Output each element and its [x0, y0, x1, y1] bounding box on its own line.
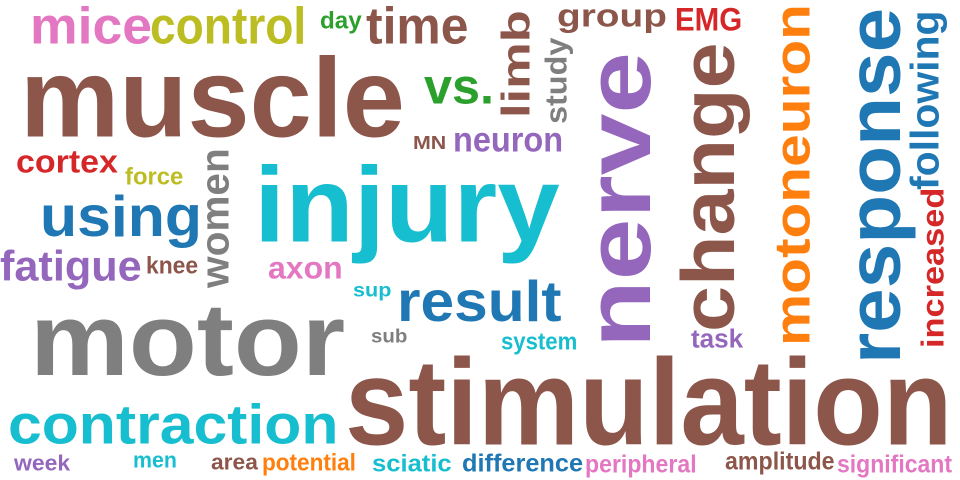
- word-contraction: contraction: [8, 393, 339, 456]
- word-sub: sub: [371, 324, 408, 347]
- word-knee: knee: [146, 253, 199, 279]
- word-fatigue: fatigue: [0, 242, 142, 290]
- word-significant: significant: [837, 450, 953, 478]
- word-nerve: nerve: [567, 51, 671, 348]
- word-difference: difference: [462, 449, 584, 477]
- word-task: task: [691, 324, 744, 353]
- word-peripheral: peripheral: [585, 450, 697, 478]
- word-motoneuron: motoneuron: [765, 4, 821, 347]
- word-change: change: [667, 42, 751, 333]
- word-limb: limb: [494, 10, 539, 118]
- word-potential: potential: [262, 450, 356, 476]
- word-muscle: muscle: [20, 34, 405, 161]
- word-sciatic: sciatic: [372, 451, 452, 477]
- word-neuron: neuron: [453, 121, 564, 160]
- word-vs: vs.: [424, 59, 495, 115]
- word-men: men: [133, 448, 177, 473]
- word-response: response: [833, 7, 917, 365]
- word-mice: mice: [30, 0, 152, 55]
- word-amplitude: amplitude: [725, 447, 835, 475]
- word-injury: injury: [254, 145, 560, 265]
- word-force: force: [125, 164, 184, 190]
- word-group: group: [557, 0, 667, 34]
- word-women: women: [193, 148, 238, 288]
- word-time: time: [366, 0, 469, 55]
- word-emg: EMG: [675, 1, 743, 38]
- word-system: system: [501, 329, 578, 355]
- word-axon: axon: [268, 251, 343, 286]
- word-cortex: cortex: [16, 143, 118, 180]
- word-following: following: [903, 10, 948, 191]
- word-motor: motor: [30, 281, 346, 398]
- word-sup: sup: [353, 278, 392, 301]
- word-increased: increased: [916, 187, 951, 348]
- word-week: week: [14, 451, 71, 476]
- word-result: result: [397, 269, 562, 334]
- word-area: area: [211, 450, 258, 475]
- word-stimulation: stimulation: [345, 334, 953, 472]
- word-study: study: [539, 37, 573, 124]
- word-using: using: [40, 184, 202, 249]
- word-mn: MN: [413, 133, 447, 154]
- word-control: control: [150, 0, 307, 55]
- word-day: day: [320, 8, 362, 34]
